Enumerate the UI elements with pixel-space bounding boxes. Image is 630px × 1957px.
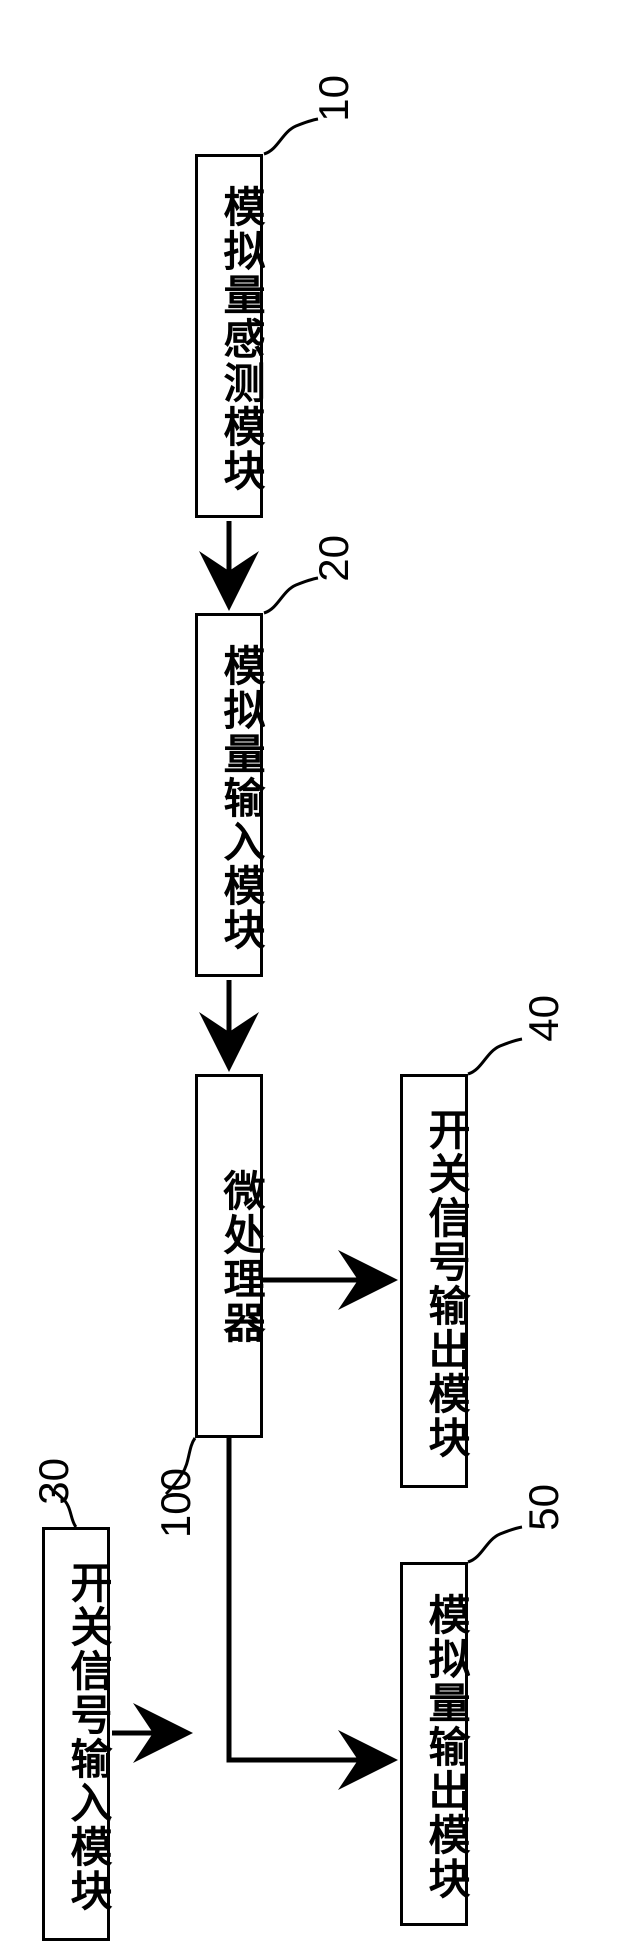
ref-100: 100 (152, 1468, 200, 1538)
block-switch-input: 开关信号输入模块 (42, 1527, 110, 1941)
ref-20: 20 (310, 535, 358, 582)
block-switch-input-label: 开关信号输入模块 (57, 1544, 118, 1930)
block-analog-output: 模拟量输出模块 (400, 1562, 468, 1926)
block-analog-sense: 模拟量感测模块 (195, 154, 263, 518)
block-switch-output-label: 开关信号输出模块 (415, 1091, 476, 1477)
block-analog-input-label: 模拟量输入模块 (210, 630, 271, 966)
ref-30: 30 (30, 1458, 78, 1505)
block-microprocessor-label: 微处理器 (210, 1157, 271, 1357)
block-analog-sense-label: 模拟量感测模块 (210, 171, 271, 507)
ref-10: 10 (310, 75, 358, 122)
block-switch-output: 开关信号输出模块 (400, 1074, 468, 1488)
block-analog-output-label: 模拟量输出模块 (415, 1579, 476, 1915)
block-microprocessor: 微处理器 (195, 1074, 263, 1438)
diagram-canvas: 模拟量感测模块 模拟量输入模块 微处理器 开关信号输入模块 开关信号输出模块 模… (0, 0, 630, 1957)
ref-40: 40 (520, 995, 568, 1042)
ref-50: 50 (520, 1484, 568, 1531)
block-analog-input: 模拟量输入模块 (195, 613, 263, 977)
